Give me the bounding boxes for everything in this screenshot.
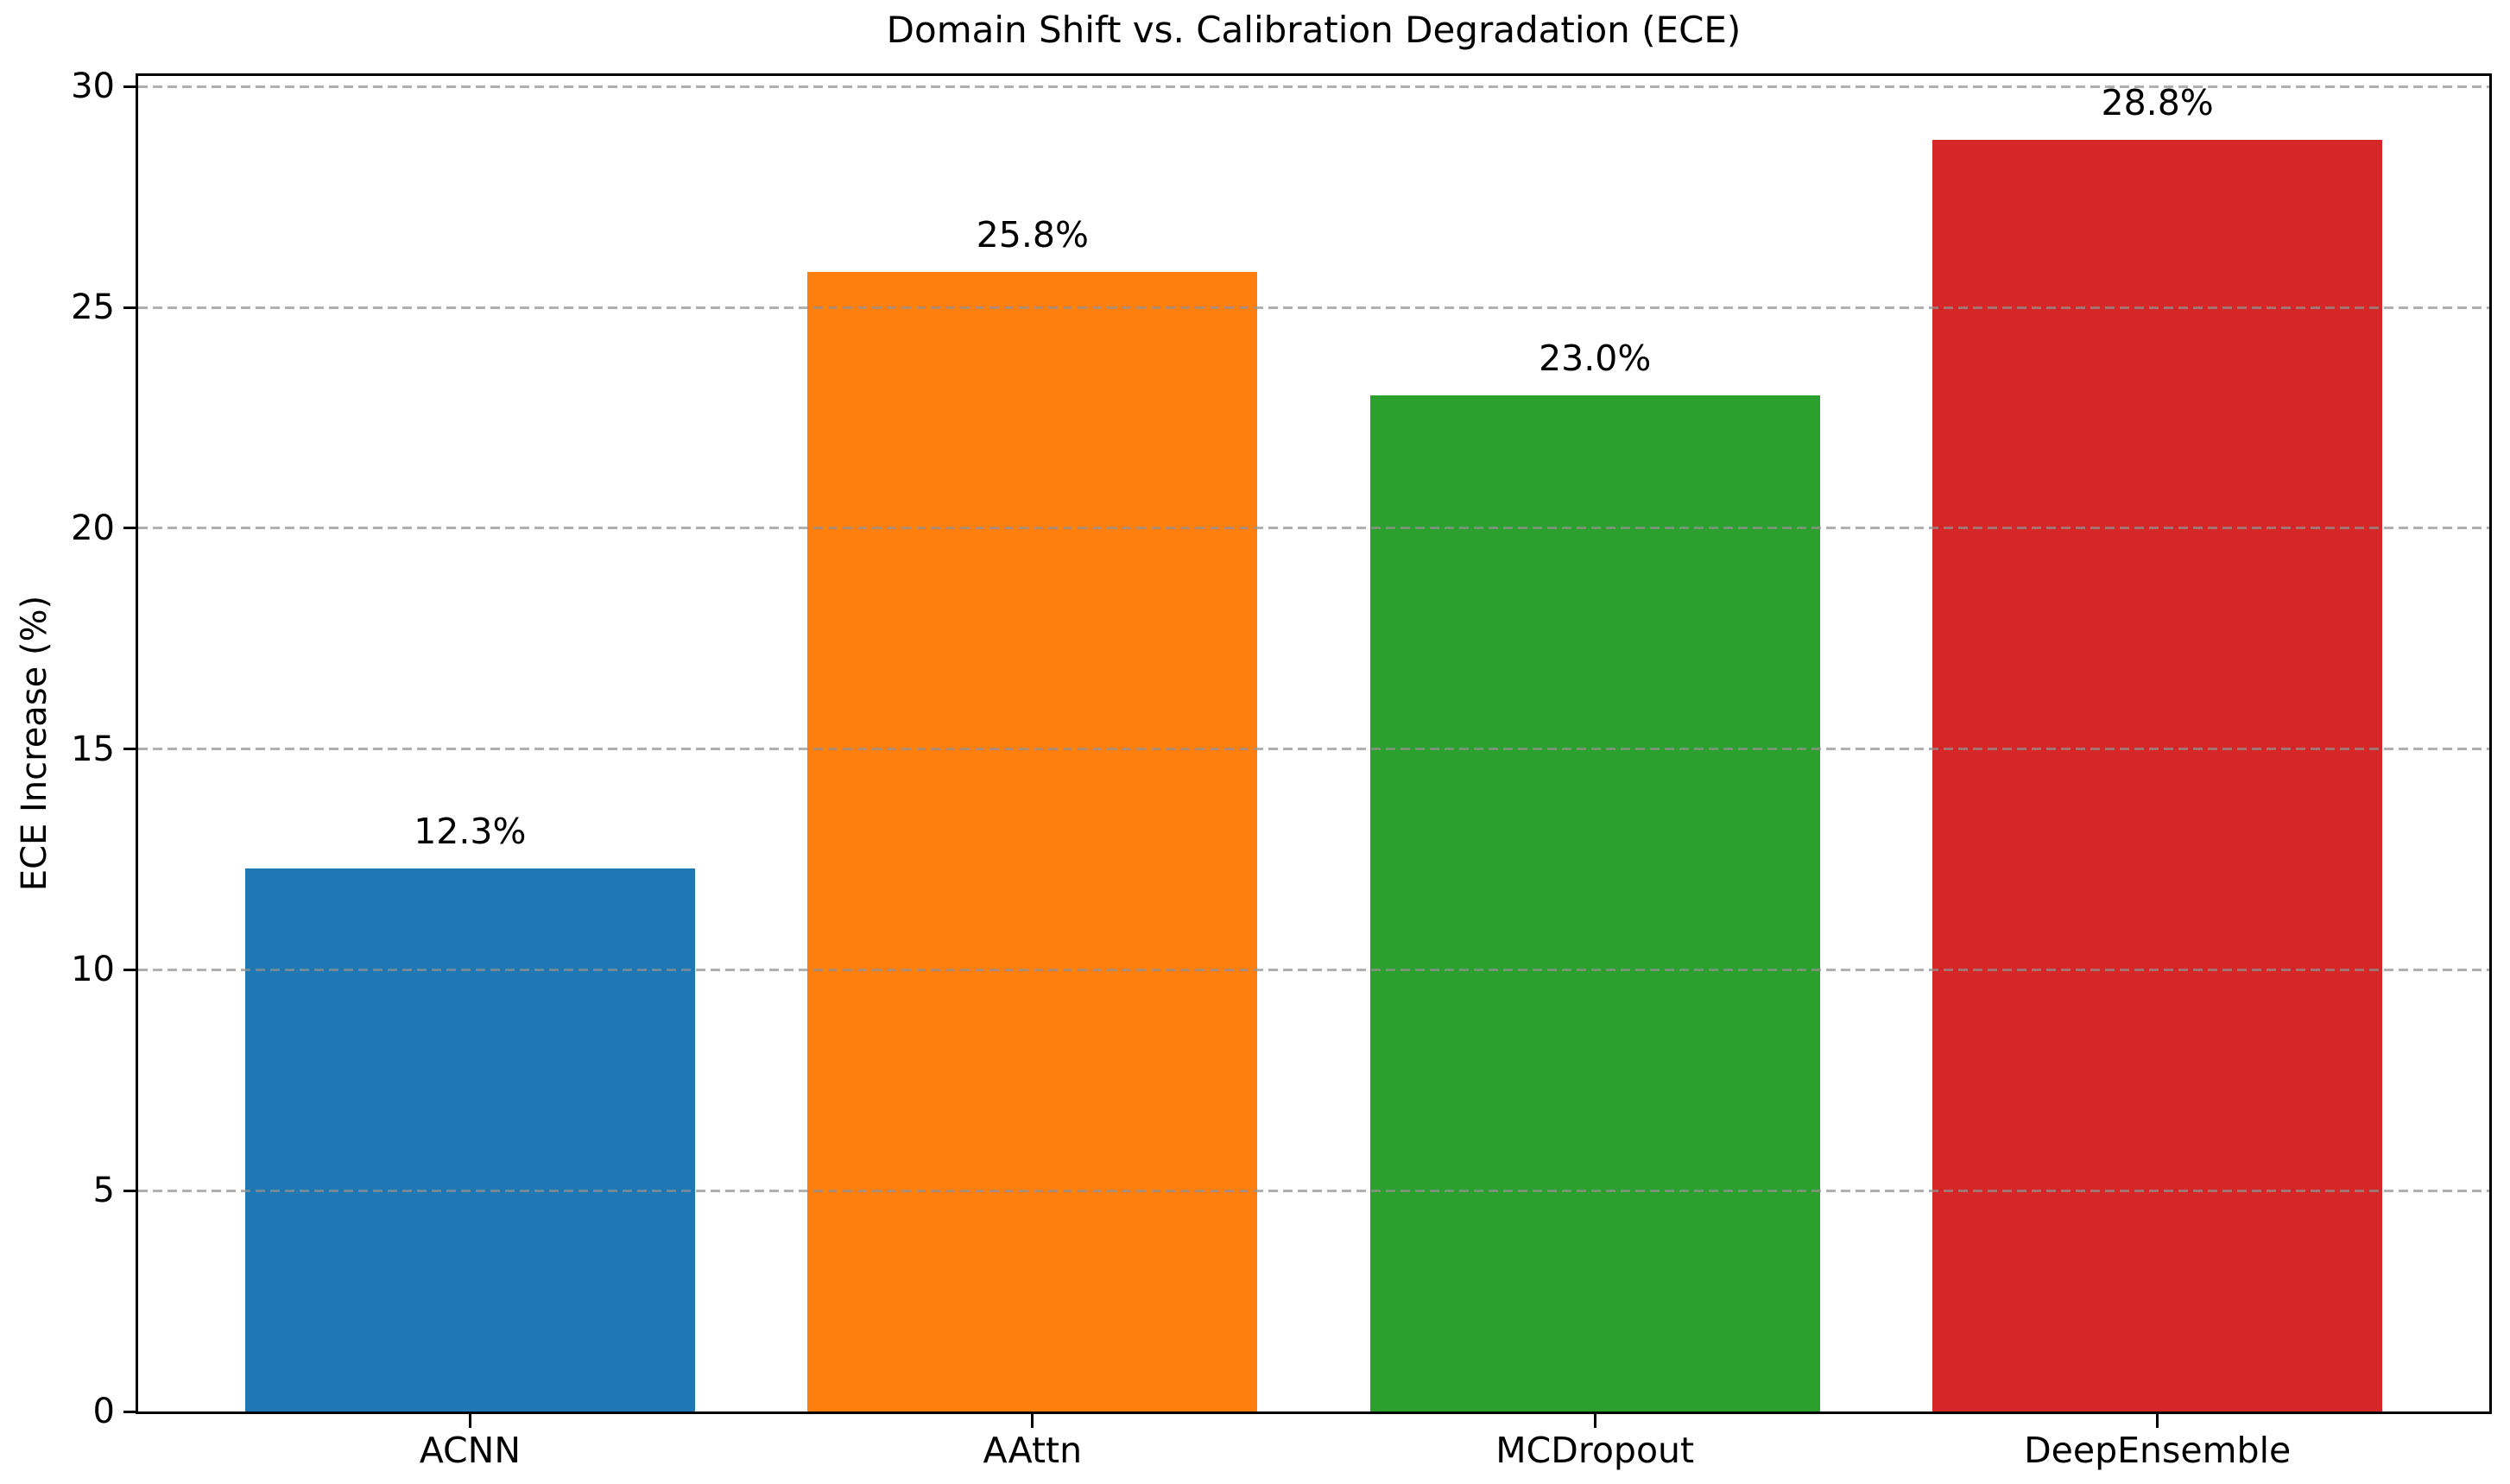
x-tick-mark (1031, 1414, 1034, 1428)
y-tick-mark (123, 1410, 138, 1413)
y-tick-mark (123, 527, 138, 530)
y-gridline (138, 85, 2489, 88)
chart-title: Domain Shift vs. Calibration Degradation… (886, 9, 1742, 51)
y-gridline (138, 527, 2489, 530)
y-tick-label: 15 (71, 729, 115, 769)
bar-value-label: 28.8% (2101, 81, 2214, 123)
y-tick-label: 20 (71, 508, 115, 548)
y-tick-mark (123, 306, 138, 309)
y-gridline (138, 306, 2489, 309)
x-tick-label: ACNN (419, 1430, 521, 1471)
x-tick-label: DeepEnsemble (2024, 1430, 2292, 1471)
y-tick-mark (123, 748, 138, 751)
y-gridline (138, 748, 2489, 751)
bar-value-label: 12.3% (414, 810, 527, 852)
bar (1369, 395, 1820, 1411)
bar-value-label: 23.0% (1539, 338, 1652, 380)
x-tick-label: AAttn (983, 1430, 1083, 1471)
y-tick-mark (123, 1189, 138, 1192)
y-tick-label: 10 (71, 950, 115, 990)
bar (807, 272, 1258, 1411)
bar (1932, 139, 2383, 1411)
y-tick-label: 5 (92, 1171, 115, 1211)
y-tick-label: 30 (71, 66, 115, 107)
y-tick-label: 25 (71, 287, 115, 328)
x-tick-mark (2156, 1414, 2159, 1428)
y-gridline (138, 1189, 2489, 1192)
bar (244, 868, 695, 1411)
y-tick-label: 0 (92, 1392, 115, 1431)
y-tick-mark (123, 85, 138, 88)
x-tick-label: MCDropout (1495, 1430, 1695, 1471)
y-gridline (138, 968, 2489, 971)
x-tick-mark (468, 1414, 471, 1428)
y-tick-mark (123, 968, 138, 971)
x-tick-mark (1593, 1414, 1596, 1428)
bar-value-label: 25.8% (976, 214, 1089, 256)
